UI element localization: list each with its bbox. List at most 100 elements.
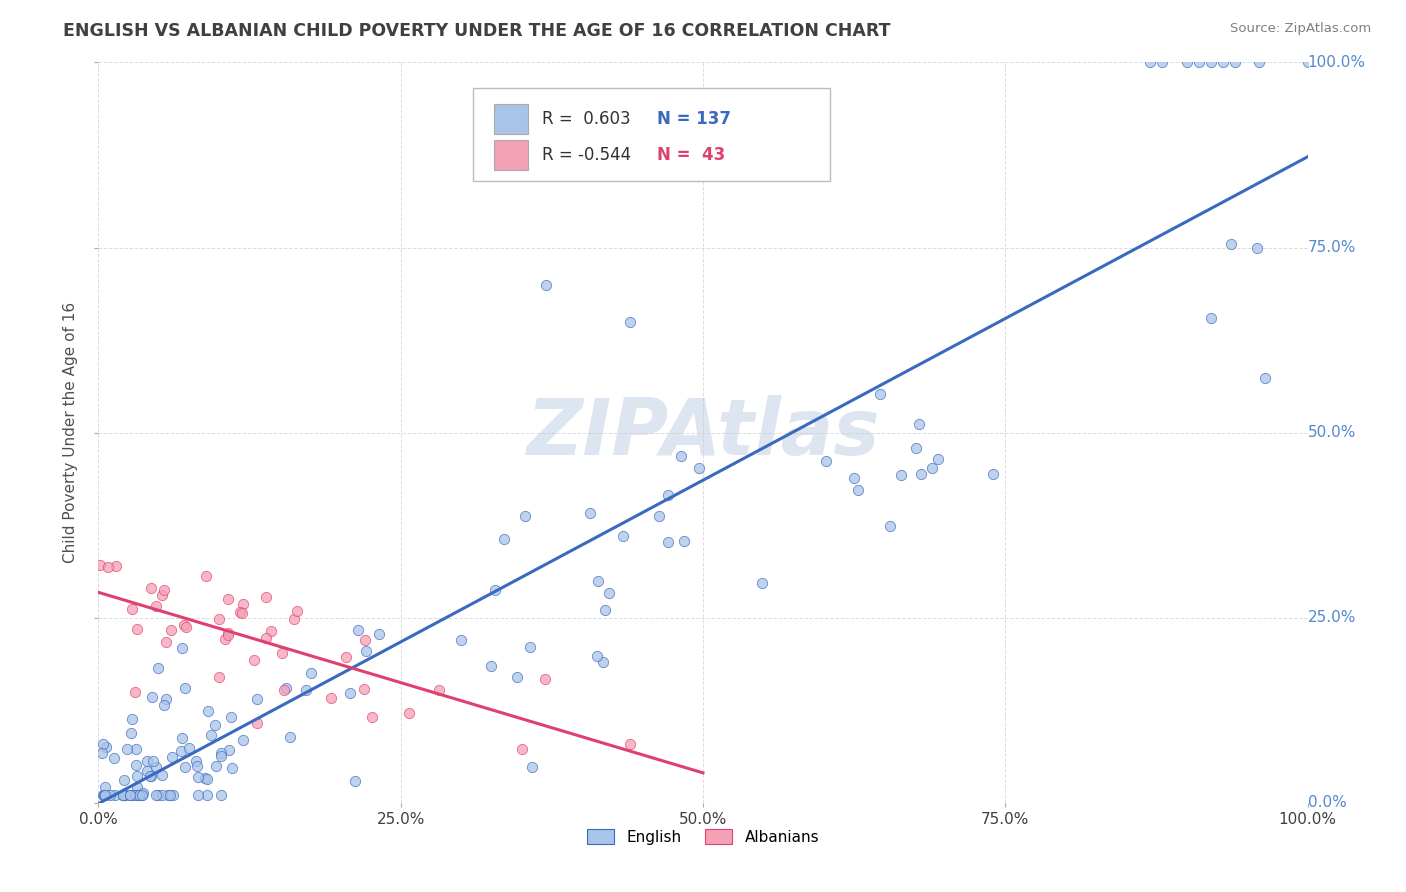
Point: [273, 682, 295, 697]
Point: [94, 789, 117, 803]
Point: [283, 612, 305, 626]
Point: [927, 452, 949, 467]
Point: [612, 529, 634, 543]
Point: [124, 685, 146, 699]
Point: [260, 624, 283, 638]
Text: ZIPAtlas: ZIPAtlas: [526, 394, 880, 471]
Point: [1253, 370, 1275, 384]
Point: [657, 488, 679, 502]
Point: [105, 559, 128, 574]
Point: [94, 740, 117, 755]
Point: [219, 709, 242, 723]
Point: [217, 626, 239, 640]
Point: [174, 760, 197, 774]
Point: [155, 692, 177, 706]
Point: [688, 461, 710, 475]
Point: [153, 698, 176, 713]
Point: [231, 606, 253, 620]
Point: [619, 314, 641, 328]
Point: [121, 712, 143, 726]
Point: [131, 789, 153, 803]
Point: [510, 741, 533, 756]
Point: [246, 716, 269, 731]
Point: [117, 741, 139, 756]
Point: [150, 767, 173, 781]
Point: [112, 789, 135, 803]
Point: [132, 786, 155, 800]
Point: [112, 773, 135, 788]
Point: [254, 590, 277, 604]
Point: [93, 789, 115, 803]
Legend: English, Albanians: English, Albanians: [581, 822, 825, 851]
Text: 0.0%: 0.0%: [1308, 796, 1347, 810]
Point: [450, 632, 472, 647]
Point: [114, 789, 136, 803]
Point: [592, 655, 614, 669]
Point: [93, 789, 115, 803]
Point: [671, 449, 693, 463]
Point: [1246, 241, 1268, 255]
Text: 100.0%: 100.0%: [1308, 55, 1365, 70]
Point: [285, 603, 308, 617]
Point: [160, 749, 183, 764]
Point: [145, 789, 167, 803]
Point: [208, 612, 231, 626]
Point: [214, 632, 236, 646]
Point: [1188, 55, 1211, 70]
Point: [173, 617, 195, 632]
Point: [1223, 55, 1246, 70]
Point: [344, 773, 367, 788]
Point: [209, 746, 232, 760]
Point: [146, 661, 169, 675]
Point: [125, 789, 148, 803]
Point: [150, 588, 173, 602]
Point: [186, 754, 208, 768]
Point: [159, 789, 181, 803]
Point: [91, 747, 114, 761]
Point: [232, 732, 254, 747]
Text: N =  43: N = 43: [657, 146, 725, 164]
Point: [619, 737, 641, 751]
Point: [657, 534, 679, 549]
Point: [145, 599, 167, 613]
Point: [427, 682, 450, 697]
Text: 75.0%: 75.0%: [1308, 240, 1355, 255]
Point: [1199, 55, 1222, 70]
Point: [208, 670, 231, 684]
Point: [125, 758, 148, 772]
Point: [232, 597, 254, 611]
Point: [162, 789, 184, 803]
Point: [98, 789, 121, 803]
FancyBboxPatch shape: [474, 88, 830, 181]
Point: [981, 467, 1004, 481]
Point: [128, 789, 150, 803]
Point: [124, 789, 146, 803]
Point: [128, 789, 150, 803]
Point: [103, 751, 125, 765]
Point: [243, 653, 266, 667]
Point: [156, 789, 179, 803]
Point: [205, 759, 228, 773]
Point: [280, 730, 302, 744]
Point: [533, 672, 555, 686]
Point: [200, 728, 222, 742]
Point: [173, 681, 195, 696]
Point: [153, 583, 176, 598]
Point: [142, 754, 165, 768]
Point: [155, 634, 177, 648]
Point: [127, 622, 149, 636]
Point: [177, 741, 200, 756]
Point: [145, 760, 167, 774]
Point: [276, 681, 298, 695]
Point: [94, 780, 117, 794]
Point: [186, 758, 208, 772]
Point: [172, 731, 194, 746]
Point: [194, 772, 217, 786]
Point: [1212, 55, 1234, 70]
Point: [139, 769, 162, 783]
Point: [187, 770, 209, 784]
Point: [1220, 237, 1243, 252]
Point: [112, 789, 135, 803]
Point: [484, 582, 506, 597]
Point: [844, 471, 866, 485]
